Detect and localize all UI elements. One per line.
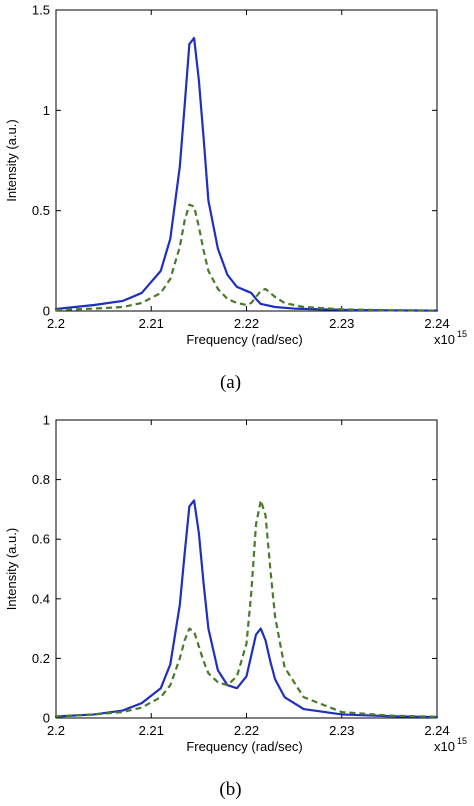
chart-a-ytick-label: 0 — [43, 304, 50, 319]
chart-a-xtick-label: 2.2 — [47, 316, 65, 331]
chart-b-x-axis-title: Frequency (rad/sec) — [186, 739, 302, 754]
chart-b-series-dashed — [55, 499, 438, 718]
chart-a-x-exponent-power: 15 — [457, 329, 467, 339]
chart-a-xtick-label: 2.24 — [424, 316, 449, 331]
chart-a: 2.2 2.21 2.22 2.23 2.24 0 0.5 1 1.5 Frequency (ra… — [4, 3, 467, 394]
chart-b-xtick-label: 2.24 — [424, 723, 449, 738]
chart-b-ytick-label: 0.4 — [32, 591, 50, 606]
chart-b-x-exponent-base: x10 — [434, 739, 455, 754]
chart-b-ytick-label: 0 — [43, 711, 50, 726]
chart-b-y-axis-title: Intensity (a.u.) — [4, 528, 19, 610]
chart-b-series-solid — [54, 499, 439, 719]
chart-a-caption: (a) — [220, 372, 241, 393]
chart-b-ytick-label: 1 — [43, 413, 50, 428]
chart-a-y-axis-title: Intensity (a.u.) — [4, 119, 19, 201]
chart-b-ytick-label: 0.2 — [32, 651, 50, 666]
chart-b-xtick-label: 2.21 — [139, 723, 164, 738]
chart-b-xtick-label: 2.2 — [47, 723, 65, 738]
chart-a-ytick-label: 0.5 — [32, 203, 50, 218]
chart-b-xtick-label: 2.23 — [329, 723, 354, 738]
chart-a-axes-box — [55, 9, 438, 312]
chart-b-caption: (b) — [219, 779, 241, 800]
chart-a-ytick-label: 1 — [43, 103, 50, 118]
chart-a-xtick-label: 2.22 — [234, 316, 259, 331]
chart-a-series-dashed — [55, 203, 438, 312]
chart-a-series-solid — [54, 36, 439, 312]
chart-b-ytick-label: 0.6 — [32, 532, 50, 547]
chart-a-x-axis-title: Frequency (rad/sec) — [186, 332, 302, 347]
chart-a-xtick-label: 2.23 — [329, 316, 354, 331]
chart-b-ytick-label: 0.8 — [32, 472, 50, 487]
chart-a-ytick-label: 1.5 — [32, 3, 50, 18]
chart-b: 2.2 2.21 2.22 2.23 2.24 0 0.2 0.4 0.6 0.8 1 Frequen… — [4, 413, 467, 801]
chart-a-x-exponent-base: x10 — [434, 332, 455, 347]
chart-b-x-exponent-power: 15 — [457, 736, 467, 746]
chart-b-xtick-label: 2.22 — [234, 723, 259, 738]
chart-a-xtick-label: 2.21 — [139, 316, 164, 331]
